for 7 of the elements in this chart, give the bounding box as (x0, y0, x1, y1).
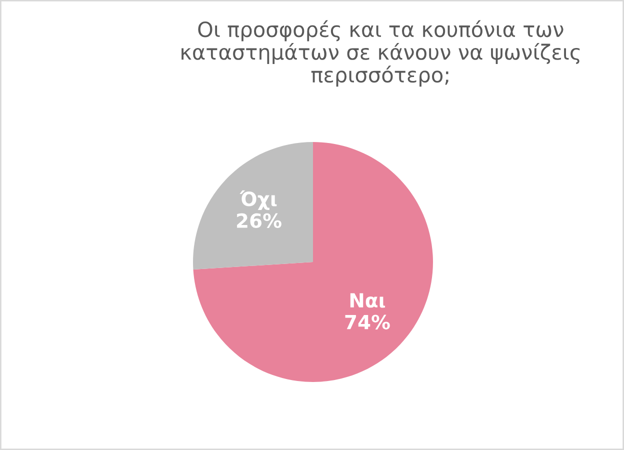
slice-label: Όχι (240, 190, 277, 210)
pie-slice (193, 142, 433, 382)
pie-slice (193, 142, 313, 270)
chart-title: Οι προσφορές και τα κουπόνια των καταστημάτων σε κάνουν να ψωνίζεις περισσότερο; (182, 20, 580, 87)
slice-label: Ναι (350, 293, 386, 308)
data-label: 26% (237, 213, 282, 228)
data-label: 74% (345, 314, 390, 330)
